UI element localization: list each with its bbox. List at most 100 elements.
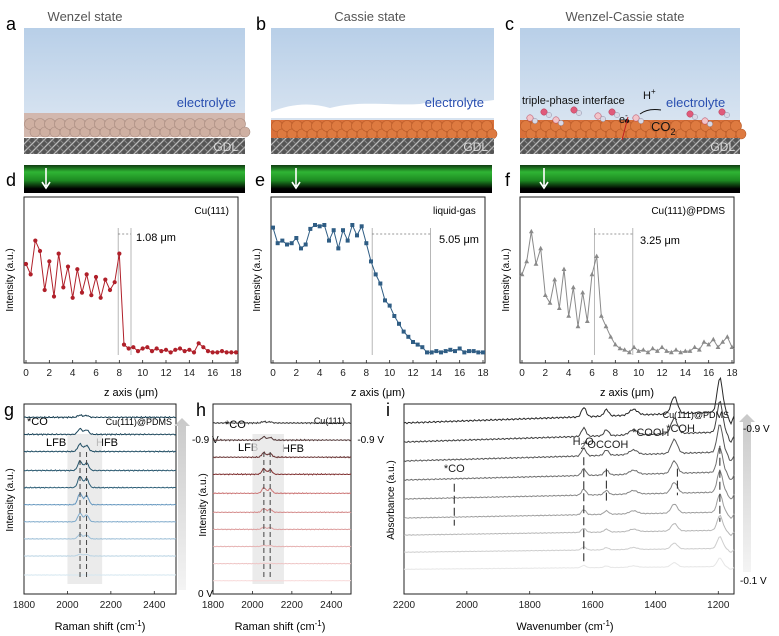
data-point <box>471 349 476 354</box>
spectrum-line <box>212 420 352 425</box>
x-tick-label: 18 <box>726 368 738 379</box>
data-point <box>481 350 485 355</box>
x-tick-label: 14 <box>431 368 443 379</box>
data-point <box>75 267 80 272</box>
data-point <box>117 251 122 256</box>
data-point <box>443 349 448 354</box>
data-point <box>626 349 632 355</box>
x-tick-label: 10 <box>137 368 149 379</box>
data-point <box>678 349 684 355</box>
electrolyte-label: electrolyte <box>666 95 725 110</box>
schematic-wenzel-cassie: c Wenzel-Cassie state GDL triple-phase i… <box>505 9 747 154</box>
peak-label-text: *COOH <box>632 427 669 439</box>
spectrum-line <box>23 414 177 419</box>
data-point <box>645 349 651 355</box>
series-line <box>521 231 733 354</box>
peak-label-sub: 2 <box>581 442 586 451</box>
pdms-bead <box>632 114 640 122</box>
data-point <box>425 350 429 355</box>
down-arrow-icon <box>41 168 51 190</box>
pdms-bead <box>614 112 620 118</box>
down-arrow-icon <box>539 168 549 190</box>
x-tick-label: 0 <box>519 368 525 379</box>
data-point <box>294 236 299 240</box>
hplus-label: H+ <box>643 87 656 102</box>
x-tick-label: 1800 <box>202 600 225 611</box>
data-point <box>654 348 660 353</box>
data-point <box>159 349 164 354</box>
data-point <box>154 346 159 351</box>
data-point <box>163 347 169 352</box>
x-tick-label: 0 <box>23 368 29 379</box>
lfb-label: LFB <box>46 437 66 449</box>
data-point <box>453 349 457 354</box>
data-point <box>603 323 609 329</box>
pdms-bead <box>552 116 560 124</box>
data-point <box>84 272 89 277</box>
pdms-bead <box>701 117 709 125</box>
spectrum-line <box>403 424 735 463</box>
bottom-potential-label: -0.1 V <box>740 576 767 587</box>
down-arrow-icon <box>291 168 301 190</box>
spectrum-line <box>23 475 177 489</box>
copper-bead <box>486 128 498 140</box>
data-point <box>397 321 401 326</box>
spectrum-line <box>212 435 352 442</box>
x-tick-label: 12 <box>407 368 419 379</box>
data-point <box>331 228 336 233</box>
x-tick-label: 2000 <box>241 600 264 611</box>
copper-bead <box>735 128 747 140</box>
pdms-bead <box>692 114 698 120</box>
data-point <box>439 350 443 355</box>
legend-label: Cu(111)@PDMS <box>106 417 172 427</box>
spectrum-line <box>23 492 177 506</box>
panel-letter-i: i <box>386 400 390 420</box>
pdms-bead <box>686 110 694 118</box>
x-tick-label: 1400 <box>644 600 667 611</box>
data-point <box>140 346 145 351</box>
x-tick-label: 2200 <box>393 600 416 611</box>
peak-label: *OCCOH <box>583 439 628 451</box>
span-annotation: 3.25 μm <box>640 235 680 247</box>
panel-a-title: Wenzel state <box>48 9 123 24</box>
data-point <box>61 285 66 290</box>
peak-label: *CO <box>225 419 246 431</box>
panel-letter-f: f <box>505 170 511 190</box>
data-point <box>724 334 730 339</box>
data-point <box>682 348 688 353</box>
data-point <box>229 350 234 355</box>
panel-c-title: Wenzel-Cassie state <box>566 9 685 24</box>
spectrum-line <box>403 376 735 426</box>
gdl-layer <box>520 138 740 154</box>
x-tick-label: 2000 <box>456 600 479 611</box>
data-point <box>383 298 387 303</box>
spectrum-line <box>403 447 735 481</box>
data-point <box>720 339 726 344</box>
spectrum-line <box>212 562 351 565</box>
peak-label-end: O <box>585 436 594 448</box>
proton-arrow <box>639 109 662 115</box>
data-point <box>149 349 155 354</box>
spectrum-line <box>23 427 177 436</box>
x-axis-label: Wavenumber (cm-1) <box>516 619 613 633</box>
gdl-layer <box>24 138 245 154</box>
data-point <box>401 329 406 334</box>
y-axis-label: Intensity (a.u.) <box>501 248 512 311</box>
data-point <box>65 264 71 269</box>
series-line <box>272 223 483 353</box>
peak-label: *COOH <box>632 427 669 439</box>
data-point <box>33 238 38 243</box>
spectrum-line <box>212 451 352 459</box>
spectrum-line <box>23 512 177 523</box>
pdms-bead <box>576 110 582 116</box>
x-tick-label: 6 <box>340 368 346 379</box>
pdms-bead <box>718 108 726 116</box>
triple-phase-label: triple-phase interface <box>522 95 625 107</box>
pdms-bead <box>526 114 534 122</box>
gdl-label: GDL <box>463 140 488 154</box>
data-point <box>566 313 572 318</box>
co2-label: CO2 <box>651 119 676 137</box>
data-point <box>233 350 239 355</box>
data-point <box>598 313 604 318</box>
fluorescence-strip-d <box>24 165 245 193</box>
